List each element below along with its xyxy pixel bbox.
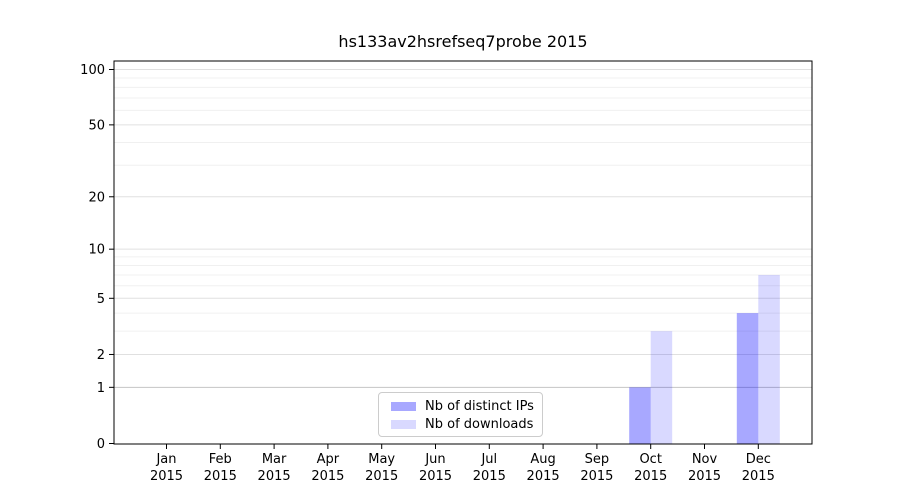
x-tick-label: May 2015: [365, 452, 398, 484]
y-tick-label: 0: [97, 437, 105, 452]
x-tick-label: Jan 2015: [150, 452, 183, 484]
y-tick-label: 100: [80, 63, 105, 78]
legend-swatch-downloads: [391, 419, 416, 429]
x-tick-label: Feb 2015: [204, 452, 237, 484]
y-tick-label: 1: [97, 381, 105, 396]
y-tick-label: 20: [88, 190, 105, 205]
y-tick-label: 10: [88, 243, 105, 258]
y-tick-label: 5: [97, 292, 105, 307]
legend-label-distinct-ips: Nb of distinct IPs: [425, 398, 534, 414]
bar-downloads-dec: [758, 274, 780, 444]
bar-distinct-ips-dec: [736, 313, 759, 444]
plot-border: [113, 60, 813, 445]
legend-item-downloads: Nb of downloads: [391, 416, 533, 432]
x-tick-label: Jul 2015: [473, 452, 506, 484]
y-tick-label: 50: [88, 118, 105, 133]
x-tick-label: Jun 2015: [419, 452, 452, 484]
x-tick-label: Nov 2015: [688, 452, 721, 484]
legend-label-downloads: Nb of downloads: [425, 416, 534, 432]
x-tick-label: Dec 2015: [742, 452, 775, 484]
x-tick-label: Mar 2015: [258, 452, 291, 484]
x-tick-label: Apr 2015: [311, 452, 344, 484]
bar-downloads-oct: [650, 331, 673, 444]
chart-title: hs133av2hsrefseq7probe 2015: [338, 32, 588, 51]
legend-item-distinct-ips: Nb of distinct IPs: [391, 398, 534, 414]
x-tick-label: Sep 2015: [580, 452, 613, 484]
x-tick-label: Aug 2015: [527, 452, 560, 484]
bar-distinct-ips-oct: [629, 387, 651, 444]
x-tick-label: Oct 2015: [634, 452, 667, 484]
legend: Nb of distinct IPs Nb of downloads: [378, 392, 543, 437]
y-tick-label: 2: [97, 348, 105, 363]
legend-swatch-distinct-ips: [391, 401, 416, 411]
